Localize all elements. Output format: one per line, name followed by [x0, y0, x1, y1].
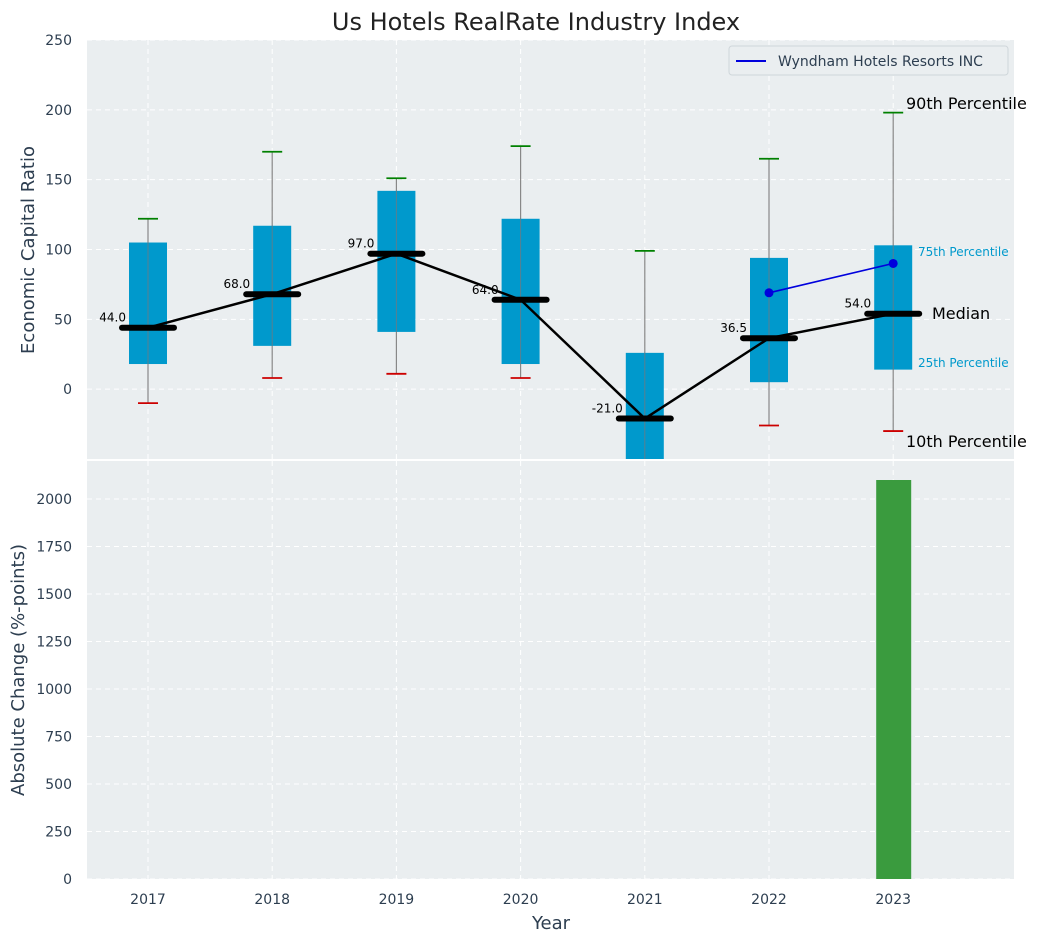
median-value-label: 44.0 — [99, 311, 126, 325]
top-y-tick-label: 50 — [54, 312, 72, 328]
x-axis-label: Year — [531, 913, 571, 934]
median-value-label: 36.5 — [720, 321, 747, 335]
median-value-label: 97.0 — [348, 237, 375, 251]
bottom-y-tick-label: 250 — [45, 825, 72, 841]
bottom-y-tick-label: 1250 — [36, 635, 72, 651]
bottom-y-tick-label: 1500 — [36, 587, 72, 603]
box-2019: 97.0 — [348, 177, 426, 375]
bottom-y-tick-label: 1750 — [36, 540, 72, 556]
median-value-label: 68.0 — [223, 277, 250, 291]
median-value-label: 64.0 — [472, 283, 499, 297]
bottom-y-tick-label: 750 — [45, 730, 72, 746]
box-2017: 44.0 — [99, 217, 177, 405]
median-value-label: 54.0 — [844, 297, 871, 311]
bottom-y-tick-labels: 0 250 500 750 1000 1250 1500 1750 2000 — [36, 492, 72, 888]
bottom-y-axis-label: Absolute Change (%-points) — [8, 544, 29, 796]
x-tick-label: 2023 — [875, 892, 911, 908]
x-tick-labels: 2017 2018 2019 2020 2021 2022 2023 — [130, 892, 911, 908]
median-line-series — [147, 252, 894, 421]
box-2020: 64.0 — [472, 145, 550, 379]
top-y-tick-label: 100 — [45, 243, 72, 259]
x-tick-label: 2022 — [751, 892, 787, 908]
x-tick-label: 2021 — [627, 892, 663, 908]
annotation-p25: 25th Percentile — [918, 356, 1009, 370]
x-tick-label: 2017 — [130, 892, 166, 908]
top-y-axis-label: Economic Capital Ratio — [18, 146, 39, 354]
median-value-label: -21.0 — [592, 401, 623, 415]
top-y-tick-label: 250 — [45, 33, 72, 49]
company-line — [768, 262, 894, 294]
chart-title: Us Hotels RealRate Industry Index — [332, 8, 740, 36]
x-tick-label: 2020 — [503, 892, 539, 908]
company-series — [764, 258, 898, 298]
annotation-p90: 90th Percentile — [906, 94, 1027, 113]
box-2021: -21.0 — [592, 249, 674, 459]
top-y-tick-labels: 0 50 100 150 200 250 — [45, 33, 72, 398]
company-point-2022 — [764, 288, 774, 298]
bottom-y-tick-label: 0 — [63, 872, 72, 888]
legend-label: Wyndham Hotels Resorts INC — [778, 54, 983, 70]
annotation-p75: 75th Percentile — [918, 245, 1009, 259]
top-y-tick-label: 150 — [45, 173, 72, 189]
top-y-tick-label: 200 — [45, 103, 72, 119]
top-y-tick-label: 0 — [63, 382, 72, 398]
bottom-plot-area — [87, 461, 1014, 879]
bar-2023 — [876, 480, 912, 879]
company-point-2023 — [888, 258, 898, 268]
bottom-y-tick-label: 2000 — [36, 492, 72, 508]
bar-series — [876, 480, 912, 879]
legend-box — [728, 45, 1009, 76]
x-tick-label: 2019 — [379, 892, 415, 908]
bottom-y-tick-label: 500 — [45, 777, 72, 793]
bottom-y-tick-label: 1000 — [36, 682, 72, 698]
annotation-median: Median — [932, 304, 990, 323]
x-tick-label: 2018 — [254, 892, 290, 908]
box-2018: 68.0 — [223, 150, 302, 379]
legend: Wyndham Hotels Resorts INC — [728, 45, 1009, 76]
annotation-p10: 10th Percentile — [906, 432, 1027, 451]
median-trend-line — [147, 252, 894, 421]
